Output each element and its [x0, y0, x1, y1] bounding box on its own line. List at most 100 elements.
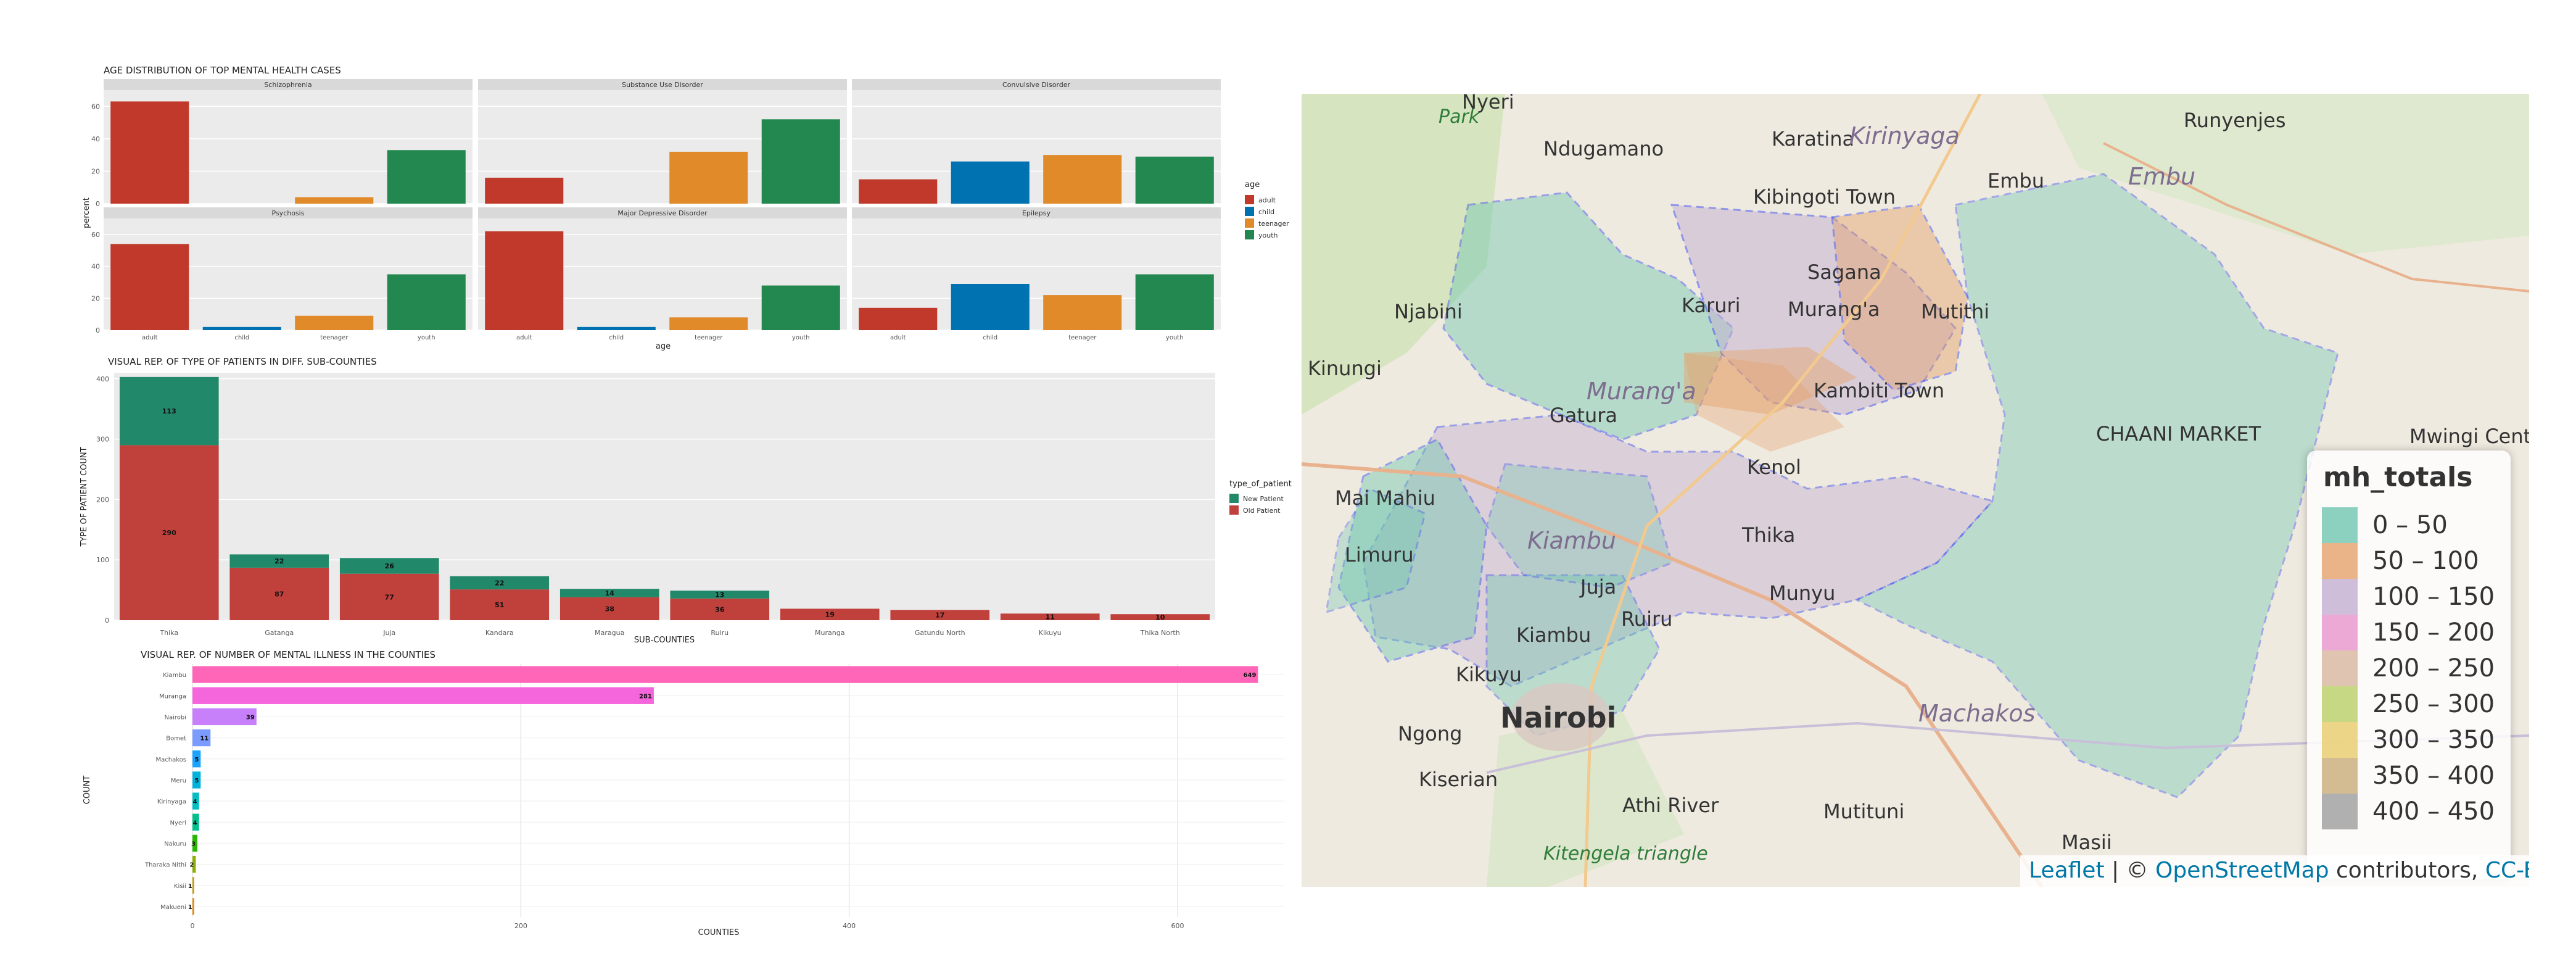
- stacked-x-axis-label: SUB-COUNTIES: [634, 636, 695, 645]
- map-place-label: Mai Mahiu: [1335, 486, 1435, 510]
- stacked-data-label: 22: [495, 579, 504, 587]
- osm-link[interactable]: OpenStreetMap: [2155, 858, 2329, 883]
- facet-bar: [951, 284, 1030, 330]
- attribution-contributors: contributors,: [2329, 858, 2485, 883]
- map-place-label: Mutithi: [1921, 300, 1990, 323]
- region-kandara: [1831, 204, 1969, 391]
- facet-strip-label: Major Depressive Disorder: [617, 209, 708, 217]
- map-place-label: Nyeri: [1462, 94, 1514, 114]
- county-x-tick-label: 400: [843, 922, 856, 930]
- map-place-label: Mwingi Central: [2409, 425, 2529, 448]
- stacked-data-label: 11: [1046, 613, 1055, 621]
- map-legend-row: 200 – 250: [2322, 650, 2507, 686]
- facet-bar: [110, 244, 189, 330]
- facet-strip: [478, 207, 847, 218]
- map-place-label: Sagana: [1807, 260, 1881, 284]
- county-bar: [192, 666, 1258, 683]
- map-layer: [1302, 94, 2529, 887]
- facet-x-tick-label: teenager: [1068, 334, 1097, 341]
- facet-bar: [387, 150, 466, 204]
- facet-panel: Convulsive Disorder: [852, 79, 1221, 204]
- stacked-x-tick-label: Gatundu North: [915, 629, 965, 637]
- map-legend-label: 200 – 250: [2372, 654, 2495, 683]
- stacked-bar-segment: [339, 573, 439, 620]
- facet-bar: [761, 119, 840, 204]
- facet-strip-label: Convulsive Disorder: [1002, 81, 1071, 89]
- choropleth-map[interactable]: Nyeri Karatina Kirinyaga Runyenjes Park Nduga…: [1302, 94, 2529, 887]
- region-muranga-west: [1670, 204, 1957, 416]
- facet-x-axis-label: age: [656, 342, 671, 351]
- facet-y-tick-label: 0: [96, 200, 100, 208]
- green-area: [2042, 94, 2529, 254]
- facet-legend-swatch: [1245, 195, 1254, 204]
- map-place-label: Embu: [2128, 163, 2196, 190]
- facet-x-tick-label: adult: [890, 334, 906, 341]
- stacked-bar-segment: [1000, 613, 1100, 620]
- stacked-y-tick-label: 400: [96, 375, 109, 383]
- stacked-bar-segment: [670, 591, 770, 599]
- map-legend-swatch: [2322, 758, 2358, 794]
- map-place-label: Athi River: [1622, 794, 1719, 817]
- city-area: [1511, 683, 1610, 751]
- region-lari: [1325, 488, 1426, 614]
- county-data-label: 281: [639, 693, 652, 700]
- map-place-label: Mutituni: [1823, 800, 1905, 823]
- county-data-label: 39: [246, 714, 255, 721]
- facet-bar: [202, 326, 281, 330]
- stacked-data-label: 87: [275, 590, 284, 598]
- map-place-label: Masii: [2062, 831, 2112, 854]
- stacked-y-tick-label: 0: [105, 616, 109, 625]
- county-data-label: 11: [200, 736, 208, 742]
- county-y-tick-label: Nairobi: [164, 714, 186, 721]
- county-data-label: 3: [191, 841, 196, 847]
- map-legend-row: 50 – 100: [2322, 543, 2507, 579]
- map-place-label: Ruiru: [1621, 607, 1673, 631]
- map-place-label: Kenol: [1747, 455, 1801, 479]
- county-data-label: 5: [194, 778, 199, 784]
- facet-bar: [669, 151, 748, 204]
- facet-legend-label: teenager: [1258, 220, 1289, 228]
- facet-legend-swatch: [1245, 207, 1254, 216]
- facet-x-tick-label: teenager: [695, 334, 723, 341]
- map-legend-label: 100 – 150: [2372, 583, 2495, 611]
- county-x-tick-label: 200: [514, 922, 527, 930]
- facet-x-tick-label: child: [609, 334, 624, 341]
- stacked-x-tick-label: Kandara: [485, 629, 514, 637]
- road-east: [2103, 142, 2529, 293]
- map-legend: mh_totals 0 – 50 50 – 100 100 – 150 150 – 2…: [2307, 450, 2511, 879]
- facet-panel: Schizophrenia 0 20 40 60: [91, 79, 473, 208]
- map-legend-row: 400 – 450: [2322, 794, 2507, 829]
- stacked-data-label: 290: [162, 529, 176, 537]
- map-legend-swatch: [2322, 615, 2358, 650]
- county-bar: [192, 729, 211, 747]
- map-legend-row: 150 – 200: [2322, 615, 2507, 650]
- license-link[interactable]: CC-BY-SA: [2485, 858, 2529, 883]
- facet-bar: [295, 315, 374, 330]
- facet-bar: [859, 307, 938, 330]
- facet-y-tick-label: 60: [91, 102, 100, 110]
- map-place-label: Kitengela triangle: [1543, 843, 1708, 865]
- region-limuru: [1337, 438, 1488, 663]
- facet-bar: [859, 179, 938, 204]
- facet-strip: [852, 79, 1221, 90]
- stacked-x-tick-label: Juja: [382, 629, 395, 637]
- map-place-label: Kambiti Town: [1814, 379, 1945, 402]
- map-place-label: Runyenjes: [2184, 109, 2286, 132]
- facet-bar: [295, 197, 374, 204]
- facet-legend-title: age: [1245, 180, 1260, 189]
- county-y-tick-label: Kiambu: [163, 672, 186, 679]
- county-x-axis-label: COUNTIES: [698, 928, 740, 937]
- stacked-data-label: 36: [715, 605, 725, 613]
- facet-y-axis-label: percent: [82, 197, 91, 228]
- leaflet-link[interactable]: Leaflet: [2029, 858, 2105, 883]
- facet-strip: [852, 207, 1221, 218]
- stacked-x-tick-label: Maragua: [595, 629, 624, 637]
- map-place-label: Kiambu: [1527, 527, 1616, 554]
- county-y-tick-label: Makueni: [160, 904, 186, 911]
- map-place-label: Kiserian: [1419, 768, 1498, 791]
- stacked-bar-segment: [780, 608, 880, 620]
- stacked-y-tick-label: 100: [96, 556, 109, 564]
- forest-area: [1302, 94, 1505, 415]
- facet-x-tick-label: teenager: [320, 334, 349, 341]
- facet-bar: [1043, 295, 1122, 330]
